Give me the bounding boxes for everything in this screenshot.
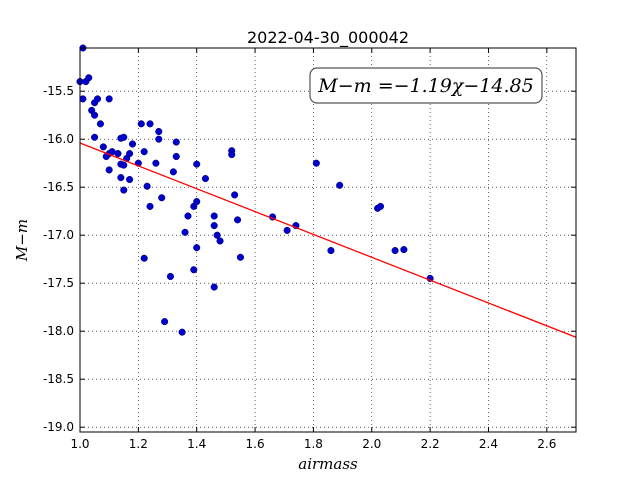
- data-point: [85, 74, 93, 82]
- x-tick-label: 1.4: [187, 437, 206, 451]
- plot-frame: [79, 47, 577, 433]
- y-tick-label: -16.5: [43, 180, 74, 194]
- data-point: [137, 120, 145, 128]
- y-tick-label: -16.0: [43, 132, 74, 146]
- data-point: [146, 202, 154, 210]
- data-point: [169, 168, 177, 176]
- data-point: [231, 191, 239, 199]
- data-point: [114, 150, 122, 158]
- data-point: [155, 127, 163, 136]
- data-point: [120, 133, 128, 141]
- x-axis-label: airmass: [298, 455, 358, 473]
- data-point: [93, 95, 102, 103]
- data-point: [158, 194, 166, 202]
- data-point: [236, 253, 245, 261]
- grid: [79, 48, 576, 432]
- data-point: [400, 246, 408, 254]
- data-point: [336, 181, 344, 189]
- data-point: [91, 133, 99, 141]
- y-tick-label: -17.0: [43, 228, 74, 242]
- x-tick-labels: 1.0 1.2 1.4 1.6 1.8 2.0 2.2 2.4 2.6: [70, 437, 556, 451]
- data-point: [327, 247, 335, 255]
- data-point: [120, 186, 128, 194]
- data-point: [234, 216, 242, 224]
- data-point: [178, 328, 186, 336]
- data-point: [210, 222, 218, 230]
- data-point: [155, 135, 163, 143]
- x-tick-label: 1.0: [70, 437, 89, 451]
- data-point: [172, 138, 180, 146]
- data-point: [184, 212, 192, 220]
- data-point: [213, 231, 221, 239]
- data-point: [117, 174, 125, 182]
- data-point: [126, 150, 134, 158]
- data-point: [193, 160, 201, 168]
- chart-title: 2022-04-30_000042: [247, 28, 409, 48]
- data-point: [140, 254, 148, 262]
- data-point: [126, 175, 134, 184]
- data-point: [96, 120, 104, 128]
- data-point: [190, 266, 198, 274]
- y-tick-label: -18.0: [43, 324, 74, 338]
- data-points: [76, 44, 434, 336]
- data-point: [143, 182, 151, 190]
- data-point: [79, 95, 87, 103]
- data-point: [172, 152, 180, 161]
- data-point: [391, 247, 399, 255]
- data-point: [193, 244, 201, 252]
- data-point: [91, 111, 99, 119]
- data-point: [120, 161, 128, 169]
- data-point: [376, 202, 385, 210]
- x-tick-label: 1.8: [304, 437, 323, 451]
- data-point: [140, 148, 148, 156]
- y-tick-labels: -15.5 -16.0 -16.5 -17.0 -17.5 -18.0 -18.5 -19.0: [43, 84, 74, 434]
- data-point: [216, 237, 224, 245]
- fit-equation: M−m =−1.19χ−14.85: [317, 75, 533, 97]
- y-tick-label: -17.5: [43, 276, 74, 290]
- y-axis-label: M−m: [13, 219, 31, 262]
- y-tick-label: -15.5: [43, 84, 74, 98]
- data-point: [105, 95, 113, 103]
- data-point: [152, 159, 160, 167]
- data-point: [166, 272, 174, 281]
- data-point: [210, 212, 218, 220]
- x-tick-label: 2.4: [479, 437, 498, 451]
- x-tick-label: 1.2: [129, 437, 148, 451]
- data-point: [128, 140, 137, 148]
- y-tick-label: -18.5: [43, 372, 74, 386]
- data-point: [99, 143, 107, 151]
- data-point: [105, 166, 113, 174]
- data-point: [312, 159, 320, 167]
- data-point: [193, 198, 201, 206]
- data-point: [201, 175, 210, 183]
- x-tick-label: 1.6: [246, 437, 265, 451]
- axis-ticks: [79, 48, 576, 432]
- data-point: [228, 151, 236, 159]
- data-point: [146, 120, 154, 128]
- annotation-box: [309, 67, 543, 104]
- data-point: [161, 318, 169, 326]
- fit-annotation: M−m =−1.19χ−14.85: [309, 67, 543, 104]
- fit-line-group: [79, 142, 577, 338]
- x-tick-label: 2.6: [537, 437, 556, 451]
- data-point: [181, 228, 189, 236]
- x-tick-label: 2.0: [362, 437, 381, 451]
- data-point: [210, 283, 218, 291]
- y-tick-label: -19.0: [43, 420, 74, 434]
- data-point: [283, 226, 291, 234]
- fit-line: [79, 142, 577, 338]
- x-tick-label: 2.2: [421, 437, 440, 451]
